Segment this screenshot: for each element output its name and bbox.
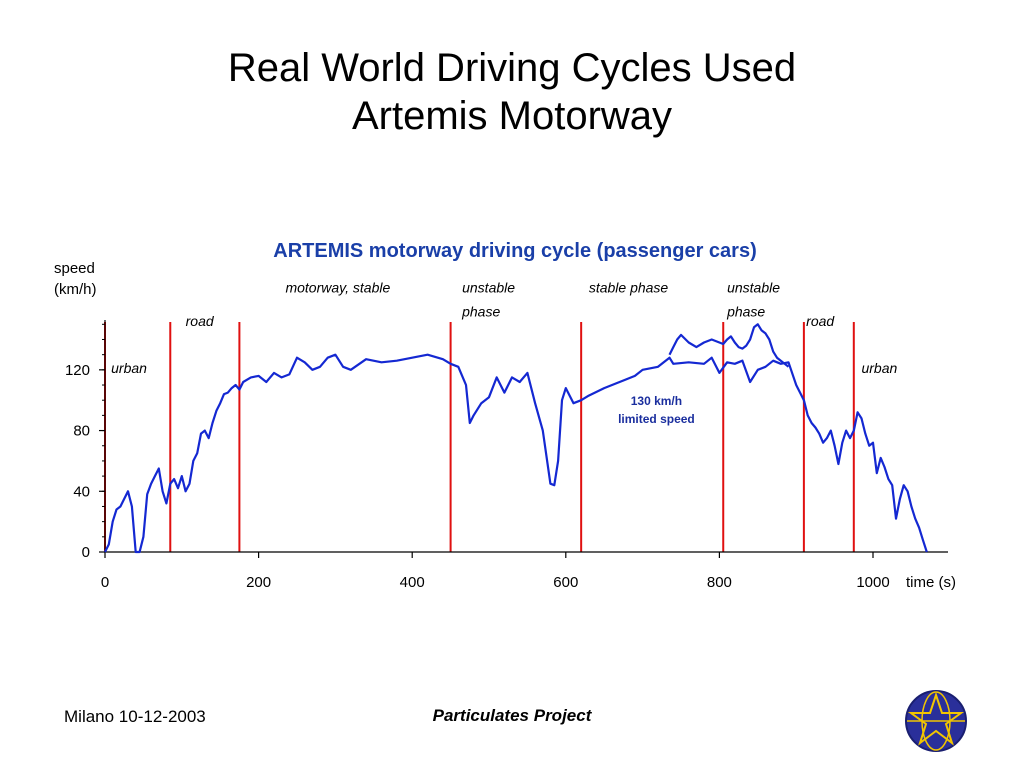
x-tick-label-600: 600 [553, 574, 578, 591]
phase-label-3: unstable [462, 279, 515, 295]
phase-label-7: phase [726, 304, 765, 320]
footer-date: Milano 10-12-2003 [64, 707, 206, 726]
slide-title-line-1: Real World Driving Cycles Used [227, 46, 797, 90]
phase-label-9: urban [861, 360, 897, 376]
speed-annotation-line-2: limited speed [618, 412, 695, 426]
y-tick-label-40: 40 [73, 483, 90, 500]
y-axis-label-line-1: speed [54, 260, 95, 277]
y-tick-label-80: 80 [73, 423, 90, 440]
y-tick-label-0: 0 [82, 544, 90, 561]
phase-label-0: urban [111, 360, 147, 376]
x-tick-label-400: 400 [400, 574, 425, 591]
series-line-1 [668, 323, 790, 368]
x-axis-label: time (s) [906, 574, 956, 591]
chart-marks: 0 40 80 120 0 200 400 600 800 1000 urban road motorw… [65, 279, 948, 591]
y-axis-label-line-2: (km/h) [54, 281, 97, 298]
phase-label-8: road [806, 313, 835, 329]
phase-label-1: road [186, 313, 215, 329]
phase-label-2: motorway, stable [285, 279, 390, 295]
series-line-0 [104, 353, 928, 554]
speed-annotation-line-1: 130 km/h [631, 394, 682, 408]
phase-label-5: stable phase [589, 279, 669, 295]
x-tick-label-200: 200 [246, 574, 271, 591]
globe-star-logo-icon [905, 690, 967, 752]
chart-title: ARTEMIS motorway driving cycle (passenge… [273, 240, 757, 262]
x-tick-label-0: 0 [101, 574, 109, 591]
x-tick-label-800: 800 [707, 574, 732, 591]
footer-project: Particulates Project [432, 706, 592, 725]
phase-label-4: phase [461, 304, 500, 320]
slide-title-line-2: Artemis Motorway [351, 94, 673, 138]
slide-title: Real World Driving Cycles Used Artemis M… [0, 44, 1024, 140]
phase-label-6: unstable [727, 279, 780, 295]
x-tick-label-1000: 1000 [856, 574, 889, 591]
logo-star [907, 691, 965, 746]
y-tick-label-120: 120 [65, 362, 90, 379]
